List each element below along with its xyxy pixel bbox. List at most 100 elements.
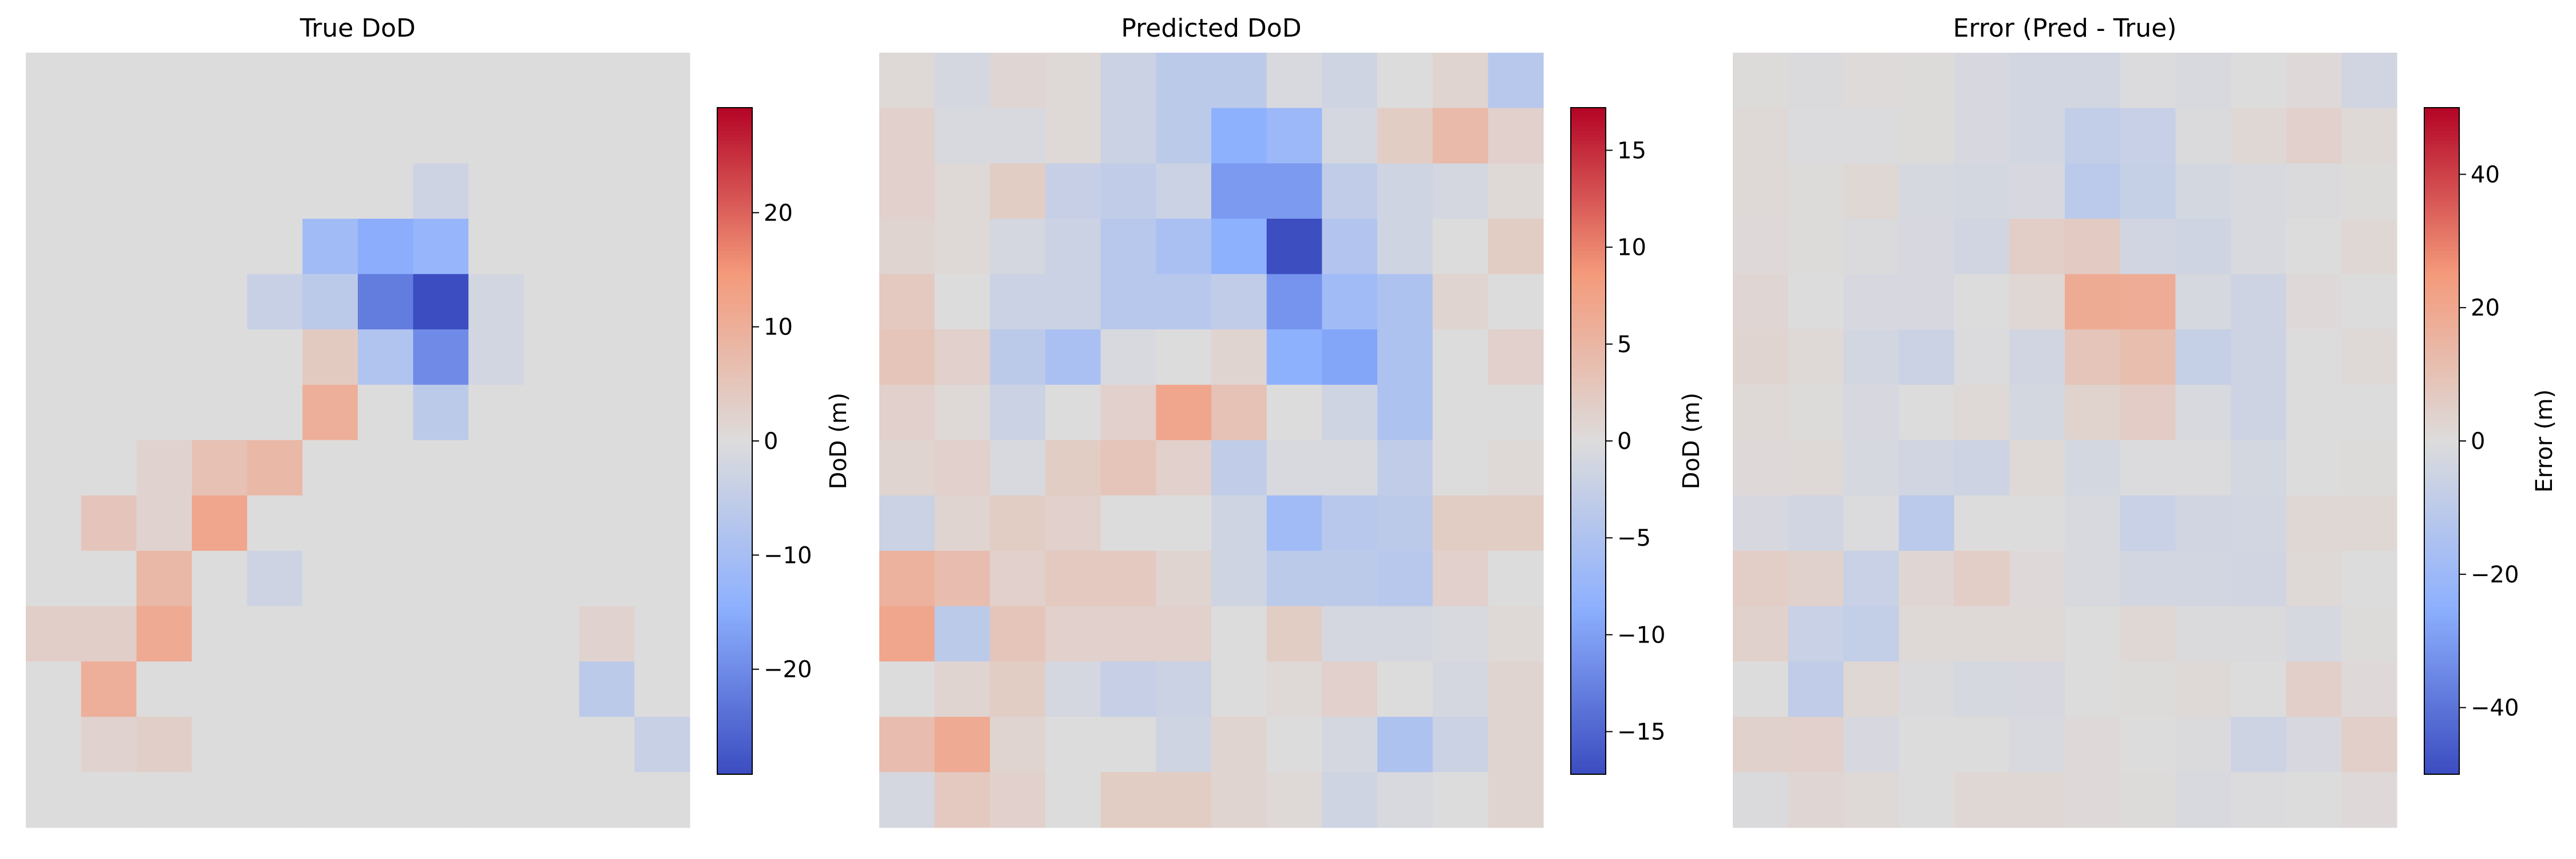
colorbar-gradient-step <box>717 357 752 361</box>
heatmap-cell <box>1377 329 1433 385</box>
colorbar-gradient-step <box>717 544 752 548</box>
heatmap-cell <box>1899 329 1955 385</box>
colorbar-gradient-step <box>717 187 752 192</box>
colorbar-gradient-step <box>717 551 752 555</box>
colorbar-gradient-step <box>717 731 752 735</box>
colorbar-gradient-step <box>717 301 752 305</box>
colorbar-gradient-step <box>2424 661 2459 665</box>
heatmap-cell <box>413 550 469 607</box>
colorbar-gradient-step <box>2424 521 2459 525</box>
heatmap-cell <box>2175 329 2231 385</box>
colorbar-gradient-step <box>717 657 752 661</box>
colorbar-gradient-step <box>2424 527 2459 531</box>
heatmap-cell <box>1733 716 1789 773</box>
colorbar-gradient-step <box>2424 167 2459 172</box>
heatmap-cell <box>192 274 248 330</box>
heatmap-cell <box>2231 440 2287 496</box>
colorbar-gradient-step <box>1571 247 1606 251</box>
heatmap-cell <box>302 716 358 773</box>
heatmap-cell <box>1788 772 1844 828</box>
heatmap-cell <box>192 440 248 496</box>
colorbar-gradient-step <box>1571 397 1606 401</box>
colorbar-gradient-step <box>717 304 752 308</box>
colorbar-gradient-step <box>1571 544 1606 548</box>
panel-predicted-dod: Predicted DoD 15 10 5 0 −5 −10 −15 DoD (m) <box>879 14 1705 828</box>
heatmap-cell <box>1377 163 1433 219</box>
heatmap-cell <box>879 716 935 773</box>
colorbar-gradient-step <box>717 178 752 182</box>
heatmap-cell <box>990 329 1046 385</box>
colorbar-gradient-step <box>717 184 752 188</box>
heatmap-cell <box>1788 716 1844 773</box>
colorbar-gradient-step <box>2424 264 2459 268</box>
heatmap-cell <box>990 440 1046 496</box>
panel-error: Error (Pred - True) 40 20 0 −20 −40 Error (m… <box>1733 14 2558 828</box>
colorbar-gradient-step <box>1571 371 1606 375</box>
heatmap-cell <box>934 440 990 496</box>
heatmap-cell <box>524 606 580 662</box>
colorbar-gradient-step <box>717 344 752 348</box>
colorbar-gradient-step <box>1571 661 1606 665</box>
heatmap-cell <box>1156 550 1212 607</box>
heatmap-cell <box>934 218 990 275</box>
heatmap-cell <box>192 606 248 662</box>
colorbar-gradient-step <box>717 767 752 771</box>
colorbar-gradient-step <box>717 314 752 318</box>
heatmap-cell <box>990 384 1046 441</box>
heatmap-cell <box>2065 716 2121 773</box>
colorbar-gradient-step <box>2424 241 2459 245</box>
heatmap-cell <box>2231 218 2287 275</box>
colorbar-gradient-step <box>1571 511 1606 515</box>
colorbar-gradient-step <box>717 541 752 545</box>
colorbar-gradient-step <box>1571 577 1606 582</box>
colorbar-gradient-step <box>1571 311 1606 315</box>
heatmap-cell <box>81 218 137 275</box>
heatmap-cell <box>1266 218 1322 275</box>
colorbar-gradient-step <box>2424 590 2459 595</box>
colorbar-gradient-step <box>2424 291 2459 295</box>
heatmap-cell <box>1377 274 1433 330</box>
heatmap-cell <box>2065 53 2121 109</box>
heatmap-cell <box>2286 384 2342 441</box>
colorbar-gradient-step <box>1571 354 1606 358</box>
heatmap-cell <box>2286 329 2342 385</box>
colorbar-gradient-step <box>1571 734 1606 738</box>
colorbar-gradient-step <box>2424 484 2459 488</box>
heatmap-cell <box>81 274 137 330</box>
colorbar-gradient-step <box>717 244 752 249</box>
colorbar-gradient-step <box>2424 407 2459 412</box>
panel-title: Predicted DoD <box>1121 14 1301 43</box>
colorbar-gradient-step <box>717 521 752 525</box>
colorbar-gradient-step <box>2424 237 2459 242</box>
heatmap-cell <box>579 772 635 828</box>
heatmap-cell <box>634 550 690 607</box>
colorbar-gradient-step <box>1571 551 1606 555</box>
heatmap-cell <box>358 218 414 275</box>
heatmap-cell <box>1322 108 1378 164</box>
colorbar-gradient-step <box>2424 414 2459 418</box>
heatmap-cell <box>1899 495 1955 551</box>
colorbar-gradient-step <box>1571 350 1606 355</box>
heatmap-cell <box>1733 772 1789 828</box>
colorbar-gradient-step <box>2424 164 2459 168</box>
heatmap-cell <box>2120 218 2176 275</box>
colorbar-gradient-step <box>717 277 752 282</box>
heatmap-cell <box>26 772 82 828</box>
heatmap-cell <box>413 772 469 828</box>
colorbar-tick-label: −20 <box>764 657 812 683</box>
heatmap-cell <box>302 661 358 718</box>
colorbar-gradient-step <box>2424 391 2459 395</box>
heatmap-cell <box>358 108 414 164</box>
colorbar-gradient-step <box>1571 651 1606 655</box>
heatmap-cell <box>136 274 192 330</box>
heatmap-cell <box>192 218 248 275</box>
colorbar-gradient-step <box>2424 178 2459 182</box>
heatmap-cell <box>413 716 469 773</box>
heatmap-cell <box>879 329 935 385</box>
colorbar-label: DoD (m) <box>1678 393 1705 490</box>
colorbar-gradient-step <box>717 651 752 655</box>
heatmap-cell <box>358 716 414 773</box>
colorbar-gradient-step <box>717 451 752 455</box>
heatmap-cell <box>1045 606 1101 662</box>
colorbar-gradient-step <box>717 501 752 505</box>
